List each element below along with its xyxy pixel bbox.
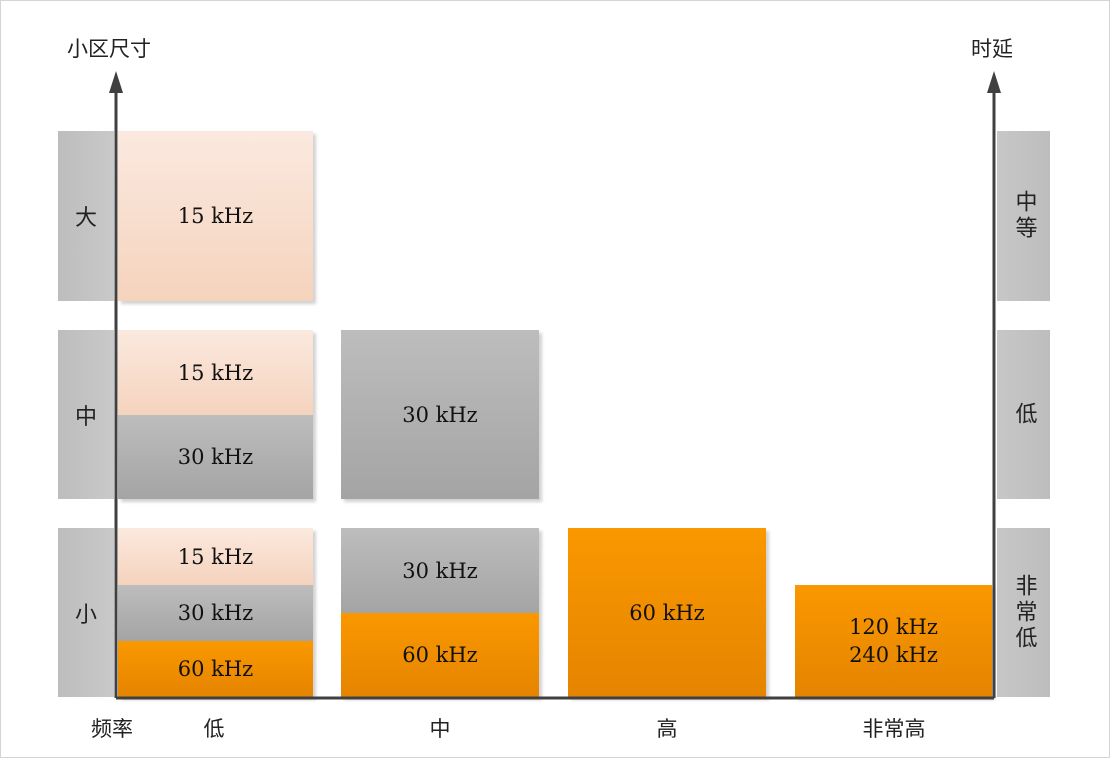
frequency-high-label: 高 [656, 717, 678, 741]
block-large-low: 15 kHz [118, 131, 313, 301]
cell-size-large-label: 大 [58, 131, 114, 301]
frequency-very-high-label: 非常高 [862, 717, 926, 741]
block-medium-low: 15 kHz 30 kHz [118, 330, 313, 499]
latency-medium-label: 中等 [997, 131, 1050, 301]
cell-size-small-label: 小 [58, 528, 114, 697]
latency-low-label: 低 [997, 330, 1050, 499]
scs-60khz-cell: 60 kHz [341, 613, 539, 697]
latency-very-low-label: 非常低 [997, 528, 1050, 697]
scs-60khz-cell: 60 kHz [568, 528, 766, 697]
block-medium-mid: 30 kHz [341, 330, 539, 499]
scs-30khz-cell: 30 kHz [341, 330, 539, 499]
scs-120-240khz-cell: 120 kHz 240 kHz [795, 585, 992, 697]
frequency-axis-title: 频率 [91, 717, 133, 741]
latency-axis-arrow [987, 71, 1001, 93]
scs-15khz-cell: 15 kHz [118, 131, 313, 301]
cell-size-medium-label: 中 [58, 330, 114, 499]
frequency-low-label: 低 [203, 717, 225, 741]
scs-30khz-cell: 30 kHz [118, 415, 313, 499]
block-small-very-high: 120 kHz 240 kHz [795, 585, 992, 697]
block-small-mid: 30 kHz 60 kHz [341, 528, 539, 697]
scs-15khz-cell: 15 kHz [118, 528, 313, 585]
scs-15khz-cell: 15 kHz [118, 330, 313, 415]
scs-60khz-cell: 60 kHz [118, 641, 313, 697]
latency-axis-title: 时延 [971, 37, 1013, 61]
block-small-low: 15 kHz 30 kHz 60 kHz [118, 528, 313, 697]
frequency-mid-label: 中 [429, 717, 451, 741]
scs-30khz-cell: 30 kHz [341, 528, 539, 613]
block-small-high: 60 kHz [568, 528, 766, 697]
cell-size-axis-arrow [109, 71, 123, 93]
scs-30khz-cell: 30 kHz [118, 585, 313, 641]
cell-size-axis-title: 小区尺寸 [67, 37, 151, 61]
